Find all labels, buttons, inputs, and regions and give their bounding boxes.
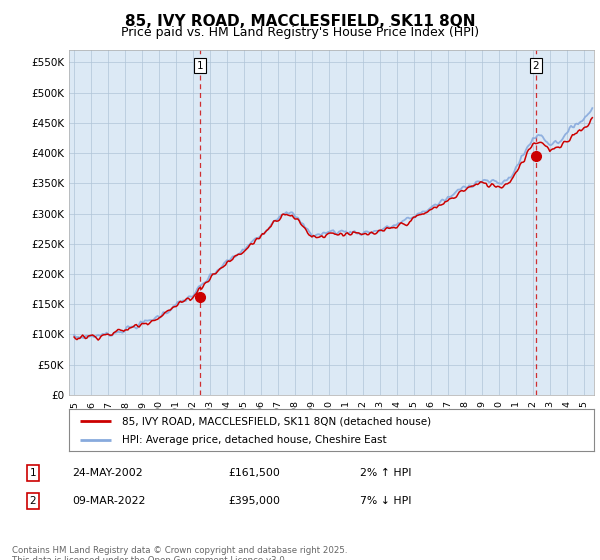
- Text: £395,000: £395,000: [228, 496, 280, 506]
- Text: 1: 1: [29, 468, 37, 478]
- Text: 2: 2: [29, 496, 37, 506]
- Text: £161,500: £161,500: [228, 468, 280, 478]
- Text: Price paid vs. HM Land Registry's House Price Index (HPI): Price paid vs. HM Land Registry's House …: [121, 26, 479, 39]
- Text: HPI: Average price, detached house, Cheshire East: HPI: Average price, detached house, Ches…: [121, 435, 386, 445]
- Text: 2: 2: [533, 60, 539, 71]
- Text: 7% ↓ HPI: 7% ↓ HPI: [360, 496, 412, 506]
- Text: 1: 1: [196, 60, 203, 71]
- Text: 2% ↑ HPI: 2% ↑ HPI: [360, 468, 412, 478]
- Text: 85, IVY ROAD, MACCLESFIELD, SK11 8QN (detached house): 85, IVY ROAD, MACCLESFIELD, SK11 8QN (de…: [121, 417, 431, 426]
- Text: 09-MAR-2022: 09-MAR-2022: [72, 496, 145, 506]
- Text: Contains HM Land Registry data © Crown copyright and database right 2025.
This d: Contains HM Land Registry data © Crown c…: [12, 546, 347, 560]
- Text: 85, IVY ROAD, MACCLESFIELD, SK11 8QN: 85, IVY ROAD, MACCLESFIELD, SK11 8QN: [125, 14, 475, 29]
- Text: 24-MAY-2002: 24-MAY-2002: [72, 468, 143, 478]
